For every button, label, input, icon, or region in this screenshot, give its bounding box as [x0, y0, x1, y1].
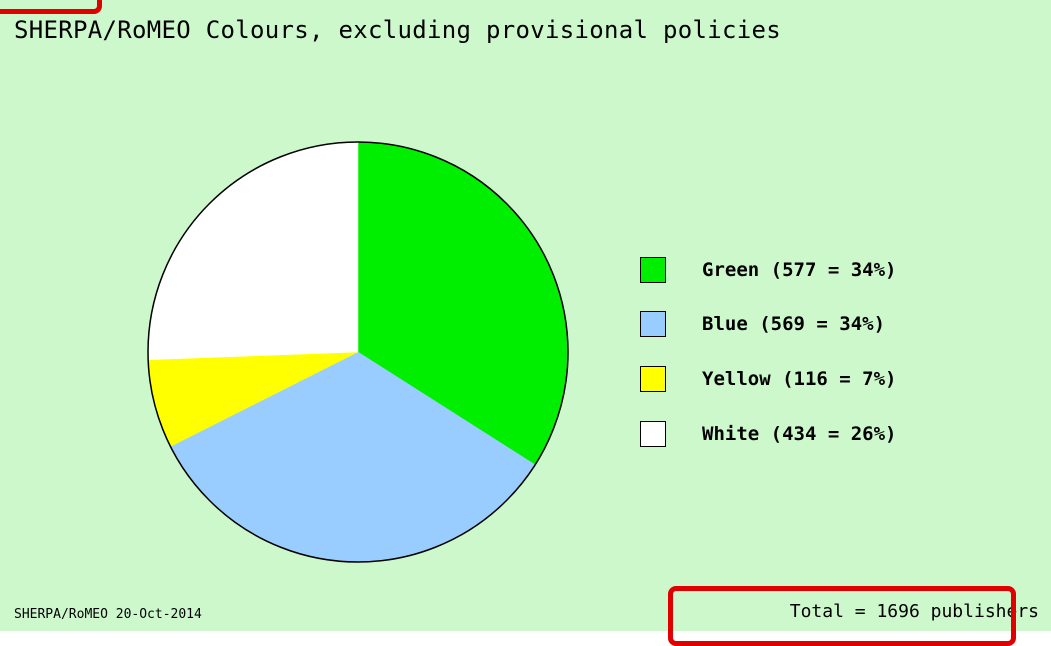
legend-swatch-blue: [640, 311, 666, 337]
legend-swatch-yellow: [640, 366, 666, 392]
legend-label-white: White (434 = 26%): [702, 423, 897, 445]
chart-area: SHERPA/RoMEO Colours, excluding provisio…: [0, 0, 1051, 631]
total-label: Total = 1696 publishers: [789, 601, 1039, 622]
legend-item-yellow: Yellow (116 = 7%): [640, 364, 896, 394]
chart-title: SHERPA/RoMEO Colours, excluding provisio…: [14, 16, 781, 44]
legend-item-blue: Blue (569 = 34%): [640, 309, 885, 339]
pie-outline: [147, 141, 569, 563]
legend-label-yellow: Yellow (116 = 7%): [702, 368, 897, 390]
legend-item-white: White (434 = 26%): [640, 419, 896, 449]
legend-swatch-white: [640, 421, 666, 447]
highlight-box-top-left: [0, 0, 102, 14]
pie-slice-white: [147, 141, 359, 361]
source-footnote: SHERPA/RoMEO 20-Oct-2014: [14, 607, 202, 622]
legend-label-green: Green (577 = 34%): [702, 259, 897, 281]
highlight-box-total: [668, 586, 1016, 646]
pie-chart: [147, 141, 569, 563]
legend-item-green: Green (577 = 34%): [640, 255, 896, 285]
legend-label-blue: Blue (569 = 34%): [702, 313, 886, 335]
legend-swatch-green: [640, 257, 666, 283]
